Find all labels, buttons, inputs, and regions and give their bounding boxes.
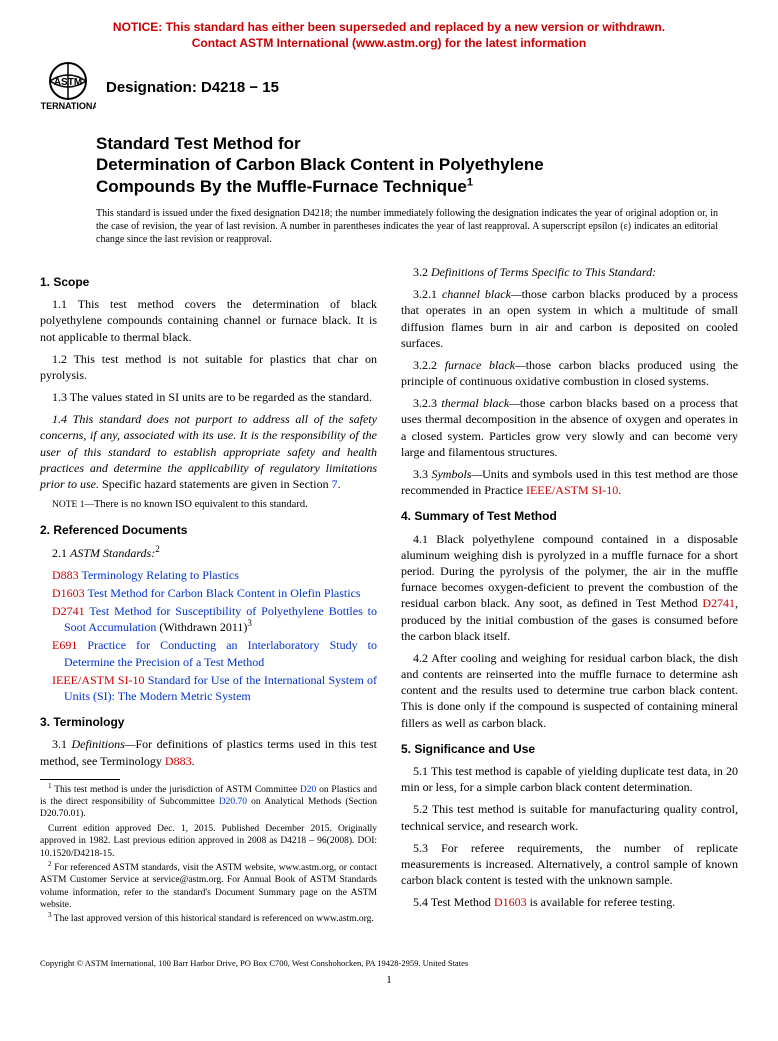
para-5-2: 5.2 This test method is suitable for man… bbox=[401, 801, 738, 833]
para-1-4-tail: Specific hazard statements are given in … bbox=[99, 477, 332, 491]
term-thermal-black: thermal black— bbox=[441, 396, 519, 410]
para-2-1-lead: 2.1 bbox=[52, 546, 70, 560]
note-1: NOTE 1—There is no known ISO equivalent … bbox=[40, 498, 377, 512]
references-list: D883 Terminology Relating to Plastics D16… bbox=[40, 567, 377, 705]
d883-link[interactable]: D883 bbox=[165, 754, 192, 768]
para-2-1-sup: 2 bbox=[155, 544, 160, 554]
d2741-link[interactable]: D2741 bbox=[702, 596, 735, 610]
title-line3: Compounds By the Muffle-Furnace Techniqu… bbox=[96, 177, 467, 196]
columns: 1. Scope 1.1 This test method covers the… bbox=[40, 264, 738, 928]
reference-item: E691 Practice for Conducting an Interlab… bbox=[52, 637, 377, 669]
para-3-1-lead: 3.1 bbox=[52, 737, 71, 751]
reference-code[interactable]: D883 bbox=[52, 568, 79, 582]
para-1-4: 1.4 This standard does not purport to ad… bbox=[40, 411, 377, 492]
section-2-head: 2. Referenced Documents bbox=[40, 522, 377, 538]
para-3-2-lead: 3.2 bbox=[413, 265, 431, 279]
issue-note: This standard is issued under the fixed … bbox=[96, 207, 718, 246]
para-2-1-italic: ASTM Standards: bbox=[70, 546, 155, 560]
section-5-head: 5. Significance and Use bbox=[401, 741, 738, 757]
notice-banner: NOTICE: This standard has either been su… bbox=[40, 20, 738, 51]
footnotes: 1 This test method is under the jurisdic… bbox=[40, 784, 377, 926]
notice-line2: Contact ASTM International (www.astm.org… bbox=[192, 36, 586, 50]
para-5-1: 5.1 This test method is capable of yield… bbox=[401, 763, 738, 795]
reference-code[interactable]: D2741 bbox=[52, 604, 85, 618]
para-4-2: 4.2 After cooling and weighing for resid… bbox=[401, 650, 738, 731]
para-3-1-italic: Definitions— bbox=[71, 737, 135, 751]
section-4-head: 4. Summary of Test Method bbox=[401, 508, 738, 524]
para-3-2: 3.2 Definitions of Terms Specific to Thi… bbox=[401, 264, 738, 280]
notice-line1: NOTICE: This standard has either been su… bbox=[113, 20, 665, 34]
reference-tail: (Withdrawn 2011) bbox=[156, 620, 247, 634]
astm-logo: INTERNATIONAL ASTM bbox=[40, 59, 96, 115]
section-3-head: 3. Terminology bbox=[40, 714, 377, 730]
para-3-2-2: 3.2.2 furnace black—those carbon blacks … bbox=[401, 357, 738, 389]
term-furnace-black: furnace black— bbox=[445, 358, 526, 372]
designation: Designation: D4218 − 15 bbox=[106, 79, 279, 96]
para-1-3: 1.3 The values stated in SI units are to… bbox=[40, 389, 377, 405]
reference-title[interactable]: Practice for Conducting an Interlaborato… bbox=[64, 638, 377, 668]
d20-link[interactable]: D20 bbox=[300, 785, 316, 795]
section-1-head: 1. Scope bbox=[40, 274, 377, 290]
copyright: Copyright © ASTM International, 100 Barr… bbox=[40, 958, 738, 968]
term-channel-black: channel black— bbox=[442, 287, 522, 301]
reference-code[interactable]: E691 bbox=[52, 638, 77, 652]
footnote-rule bbox=[40, 779, 120, 780]
note-1-label: NOTE 1— bbox=[52, 500, 94, 510]
left-column: 1. Scope 1.1 This test method covers the… bbox=[40, 264, 377, 928]
d20-70-link[interactable]: D20.70 bbox=[219, 797, 247, 807]
header-row: INTERNATIONAL ASTM Designation: D4218 − … bbox=[40, 59, 738, 115]
reference-title[interactable]: Terminology Relating to Plastics bbox=[79, 568, 239, 582]
reference-code[interactable]: IEEE/ASTM SI-10 bbox=[52, 673, 145, 687]
right-column: 3.2 Definitions of Terms Specific to Thi… bbox=[401, 264, 738, 928]
title-super: 1 bbox=[467, 176, 473, 188]
para-3-1: 3.1 Definitions—For definitions of plast… bbox=[40, 736, 377, 768]
para-1-2: 1.2 This test method is not suitable for… bbox=[40, 351, 377, 383]
footnote-1: 1 This test method is under the jurisdic… bbox=[40, 784, 377, 821]
title-line1: Standard Test Method for bbox=[96, 134, 301, 153]
para-1-1: 1.1 This test method covers the determin… bbox=[40, 296, 377, 345]
svg-text:INTERNATIONAL: INTERNATIONAL bbox=[40, 101, 96, 111]
reference-code[interactable]: D1603 bbox=[52, 586, 85, 600]
ieee-astm-si10-link[interactable]: IEEE/ASTM SI-10 bbox=[526, 483, 618, 497]
footnote-2: 2 For referenced ASTM standards, visit t… bbox=[40, 862, 377, 911]
page: NOTICE: This standard has either been su… bbox=[0, 0, 778, 1006]
reference-item: IEEE/ASTM SI-10 Standard for Use of the … bbox=[52, 672, 377, 704]
para-1-4-end: . bbox=[338, 477, 341, 491]
para-5-3: 5.3 For referee requirements, the number… bbox=[401, 840, 738, 889]
title-block: Standard Test Method for Determination o… bbox=[96, 133, 738, 197]
reference-item: D1603 Test Method for Carbon Black Conte… bbox=[52, 585, 377, 601]
para-3-2-1: 3.2.1 channel black—those carbon blacks … bbox=[401, 286, 738, 351]
document-title: Standard Test Method for Determination o… bbox=[96, 133, 738, 197]
page-number: 1 bbox=[40, 974, 738, 986]
note-1-text: There is no known ISO equivalent to this… bbox=[94, 499, 308, 510]
svg-text:ASTM: ASTM bbox=[54, 77, 82, 88]
reference-title[interactable]: Test Method for Carbon Black Content in … bbox=[85, 586, 361, 600]
title-line2: Determination of Carbon Black Content in… bbox=[96, 155, 544, 174]
footnote-3: 3 The last approved version of this hist… bbox=[40, 913, 377, 925]
reference-item: D2741 Test Method for Susceptibility of … bbox=[52, 603, 377, 635]
reference-item: D883 Terminology Relating to Plastics bbox=[52, 567, 377, 583]
para-5-4: 5.4 Test Method D1603 is available for r… bbox=[401, 894, 738, 910]
para-3-2-3: 3.2.3 thermal black—those carbon blacks … bbox=[401, 395, 738, 460]
para-3-1-end: . bbox=[192, 754, 195, 768]
d1603-link[interactable]: D1603 bbox=[494, 895, 527, 909]
para-2-1: 2.1 ASTM Standards:2 bbox=[40, 545, 377, 561]
footnote-1b: Current edition approved Dec. 1, 2015. P… bbox=[40, 823, 377, 860]
para-4-1: 4.1 Black polyethylene compound containe… bbox=[401, 531, 738, 644]
para-3-2-italic: Definitions of Terms Specific to This St… bbox=[431, 265, 656, 279]
para-3-3: 3.3 Symbols—Units and symbols used in th… bbox=[401, 466, 738, 498]
